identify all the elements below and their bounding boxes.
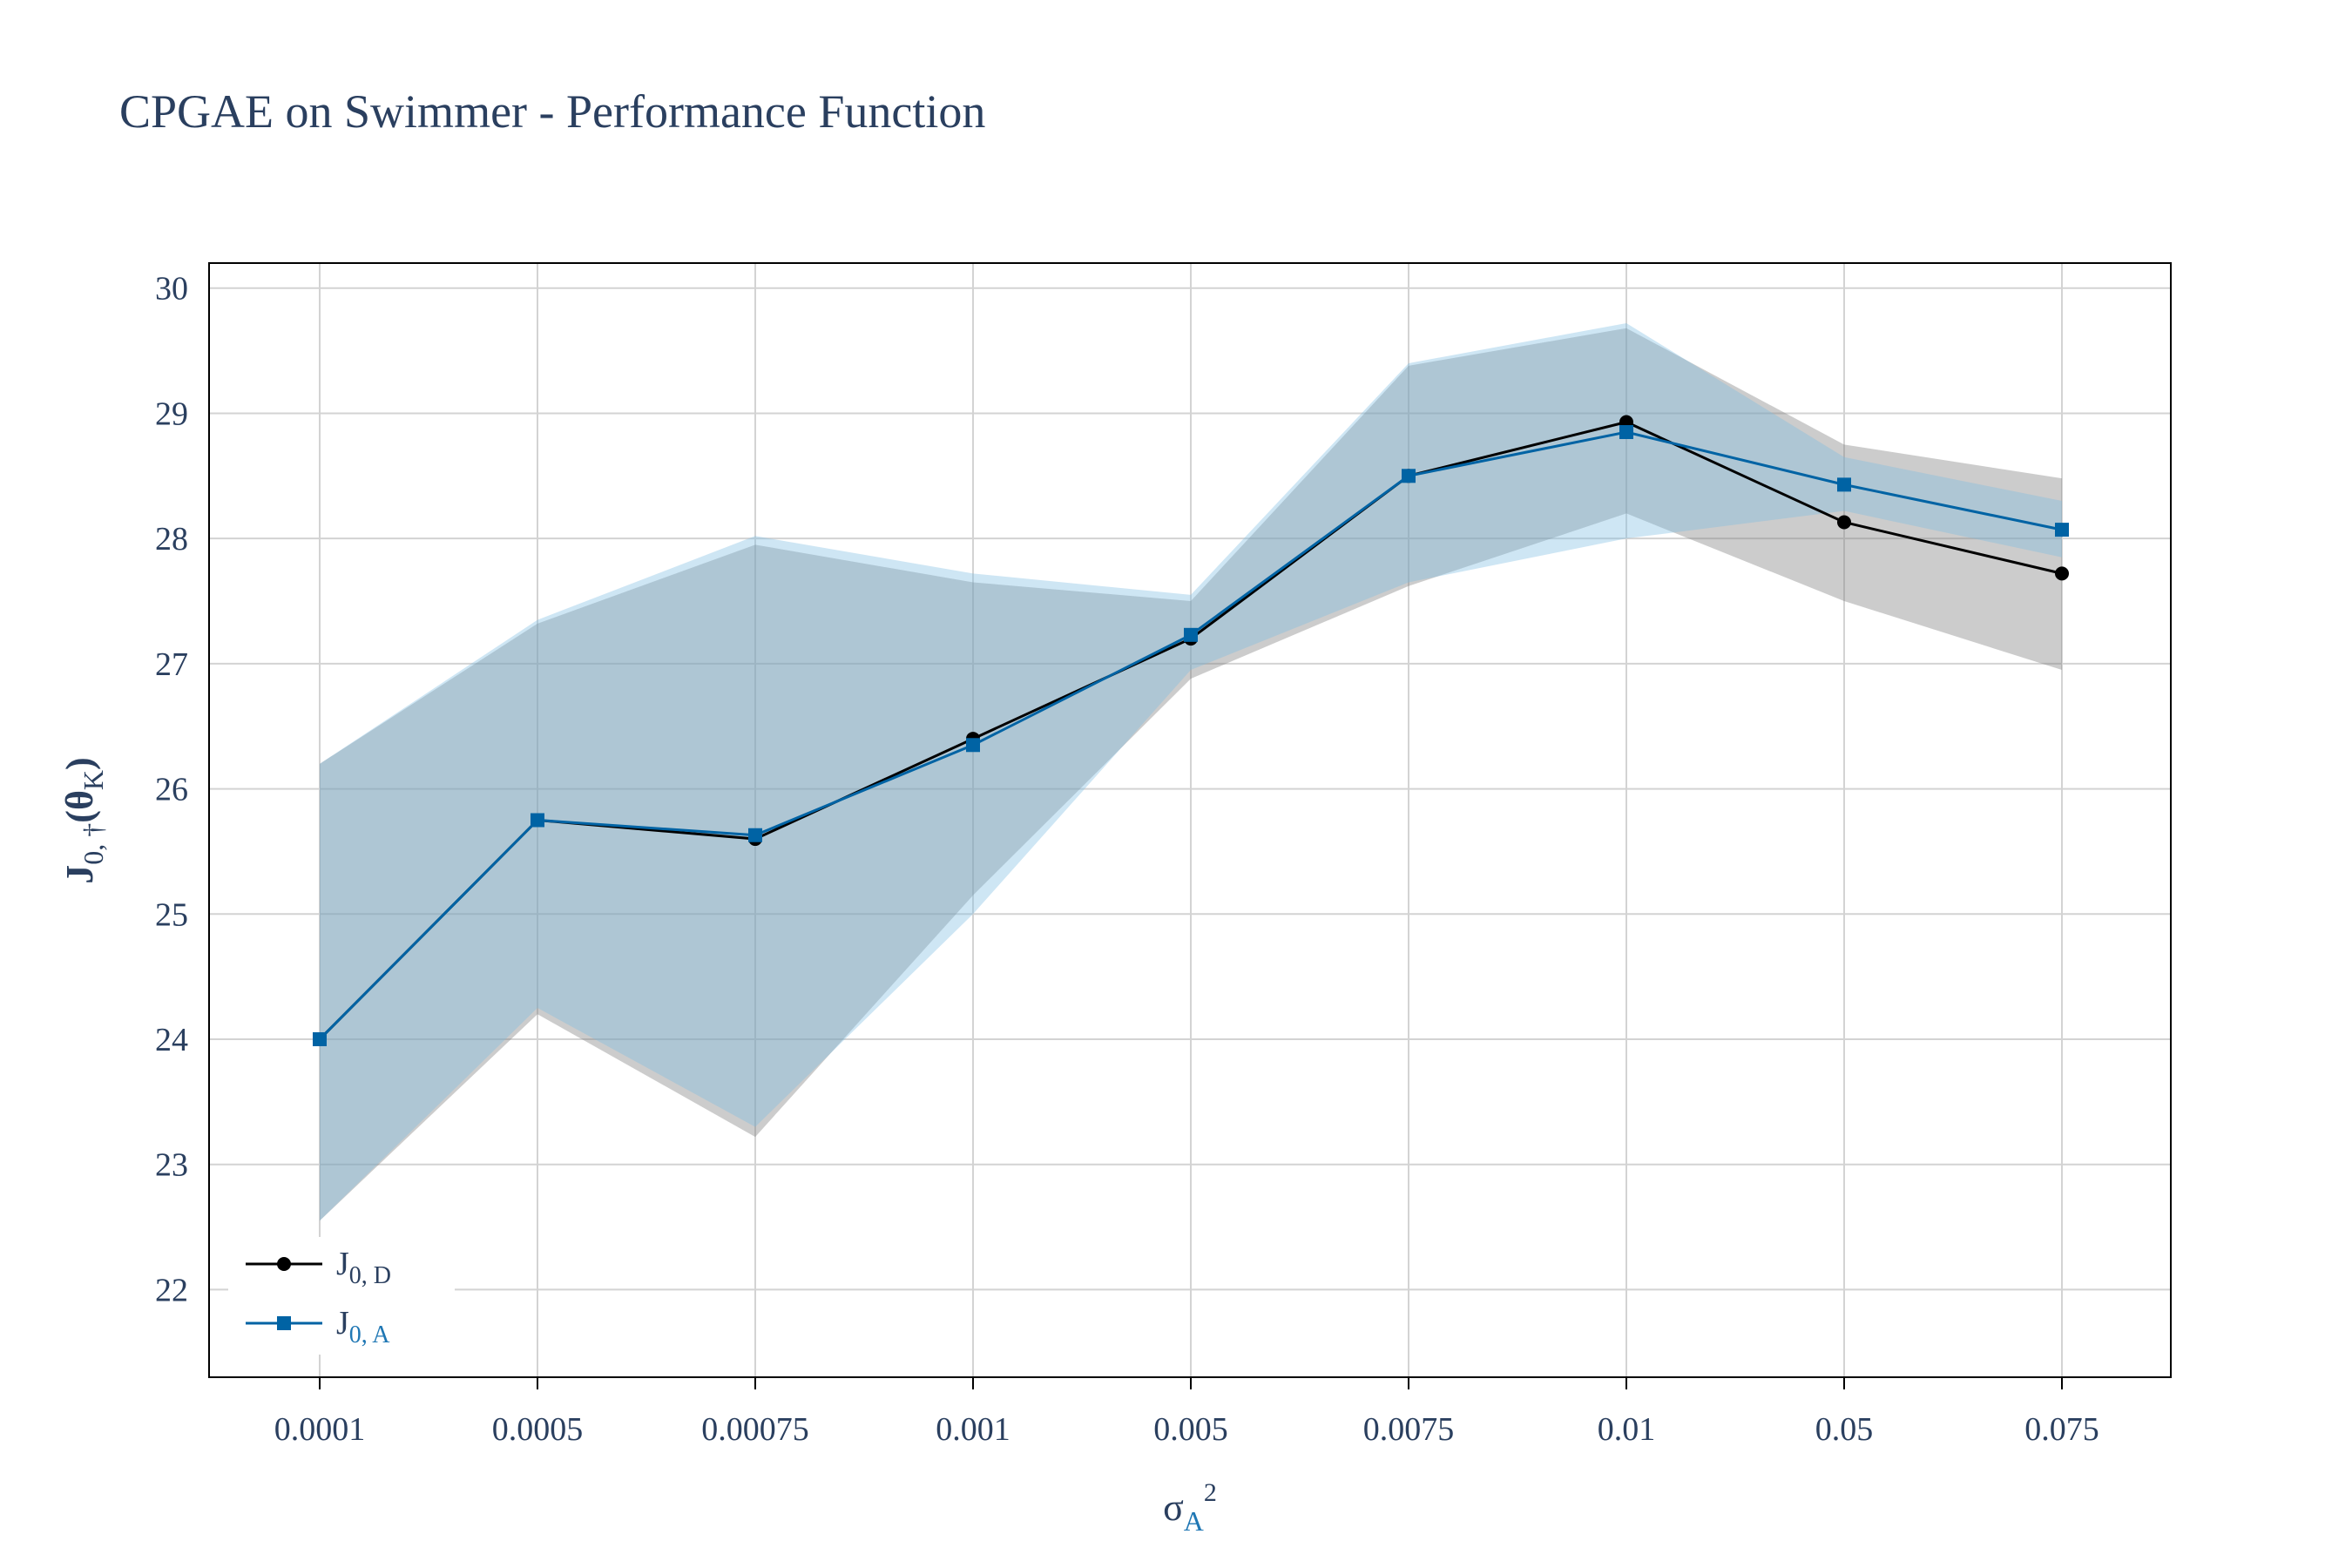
x-tick-label: 0.001 [936, 1411, 1010, 1448]
confidence-bands [320, 322, 2062, 1221]
y-tick-label: 29 [155, 395, 188, 432]
legend-label-d-sub: 0, D [349, 1262, 391, 1289]
point-a [1837, 477, 1851, 492]
y-axis-title-base: J [58, 865, 101, 884]
y-tick-label: 25 [155, 896, 188, 933]
x-tick-label: 0.0075 [1363, 1411, 1455, 1448]
x-tick-label: 0.00075 [701, 1411, 809, 1448]
legend: J0, D J0, A [228, 1237, 455, 1355]
x-tick-label: 0.0005 [492, 1411, 584, 1448]
point-d [1837, 515, 1851, 530]
legend-label-d-base: J [336, 1246, 349, 1282]
x-axis-title-sup: 2 [1204, 1478, 1217, 1507]
legend-marker-d [277, 1257, 291, 1271]
point-a [1402, 469, 1416, 483]
x-tick-label: 0.0001 [274, 1411, 366, 1448]
point-a [966, 738, 980, 753]
y-tick-label: 24 [155, 1022, 188, 1058]
y-tick-label: 27 [155, 646, 188, 683]
grid [209, 263, 2171, 1377]
legend-item-d: J0, D [246, 1246, 391, 1289]
y-tick-label: 22 [155, 1272, 188, 1308]
y-axis-title-sub-k: K [78, 770, 109, 790]
series-markers [313, 415, 2069, 1046]
x-axis-ticks: 0.0001 0.0005 0.00075 0.001 0.005 0.0075 0.01 0… [274, 1377, 2099, 1448]
legend-label-a-base: J [336, 1305, 349, 1342]
legend-background [228, 1237, 455, 1355]
y-axis-title: J0, †(θK) [58, 757, 109, 883]
legend-label-a-sub: 0, A [349, 1321, 390, 1348]
point-a [531, 813, 544, 828]
x-tick-label: 0.005 [1153, 1411, 1228, 1448]
point-a [1619, 425, 1633, 440]
point-a [2055, 523, 2069, 537]
y-tick-label: 30 [155, 271, 188, 308]
x-tick-label: 0.01 [1598, 1411, 1656, 1448]
x-axis-title-base: σ [1163, 1486, 1184, 1529]
legend-label-d: J0, D [336, 1246, 391, 1289]
point-a [1184, 627, 1198, 642]
y-axis-ticks: 22 23 24 25 26 27 28 29 30 [155, 271, 188, 1309]
y-axis-title-close: ) [58, 757, 101, 770]
y-axis-title-paren: (θ [58, 790, 101, 823]
y-tick-label: 28 [155, 521, 188, 558]
y-tick-label: 23 [155, 1147, 188, 1184]
legend-marker-a [277, 1316, 291, 1330]
point-a [313, 1031, 327, 1046]
band-a [320, 322, 2062, 1221]
band-d [320, 328, 2062, 1221]
x-tick-label: 0.05 [1815, 1411, 1874, 1448]
x-axis-title-sub: A [1184, 1505, 1204, 1537]
point-a [748, 828, 762, 842]
x-tick-label: 0.075 [2024, 1411, 2099, 1448]
y-axis-title-sub: 0, † [78, 823, 109, 865]
legend-label-a: J0, A [336, 1305, 390, 1348]
legend-item-a: J0, A [246, 1305, 390, 1348]
x-axis-title: σA2 [1163, 1478, 1217, 1537]
chart-title: CPGAE on Swimmer - Performance Function [119, 85, 985, 138]
y-tick-label: 26 [155, 772, 188, 808]
point-d [2055, 566, 2069, 581]
